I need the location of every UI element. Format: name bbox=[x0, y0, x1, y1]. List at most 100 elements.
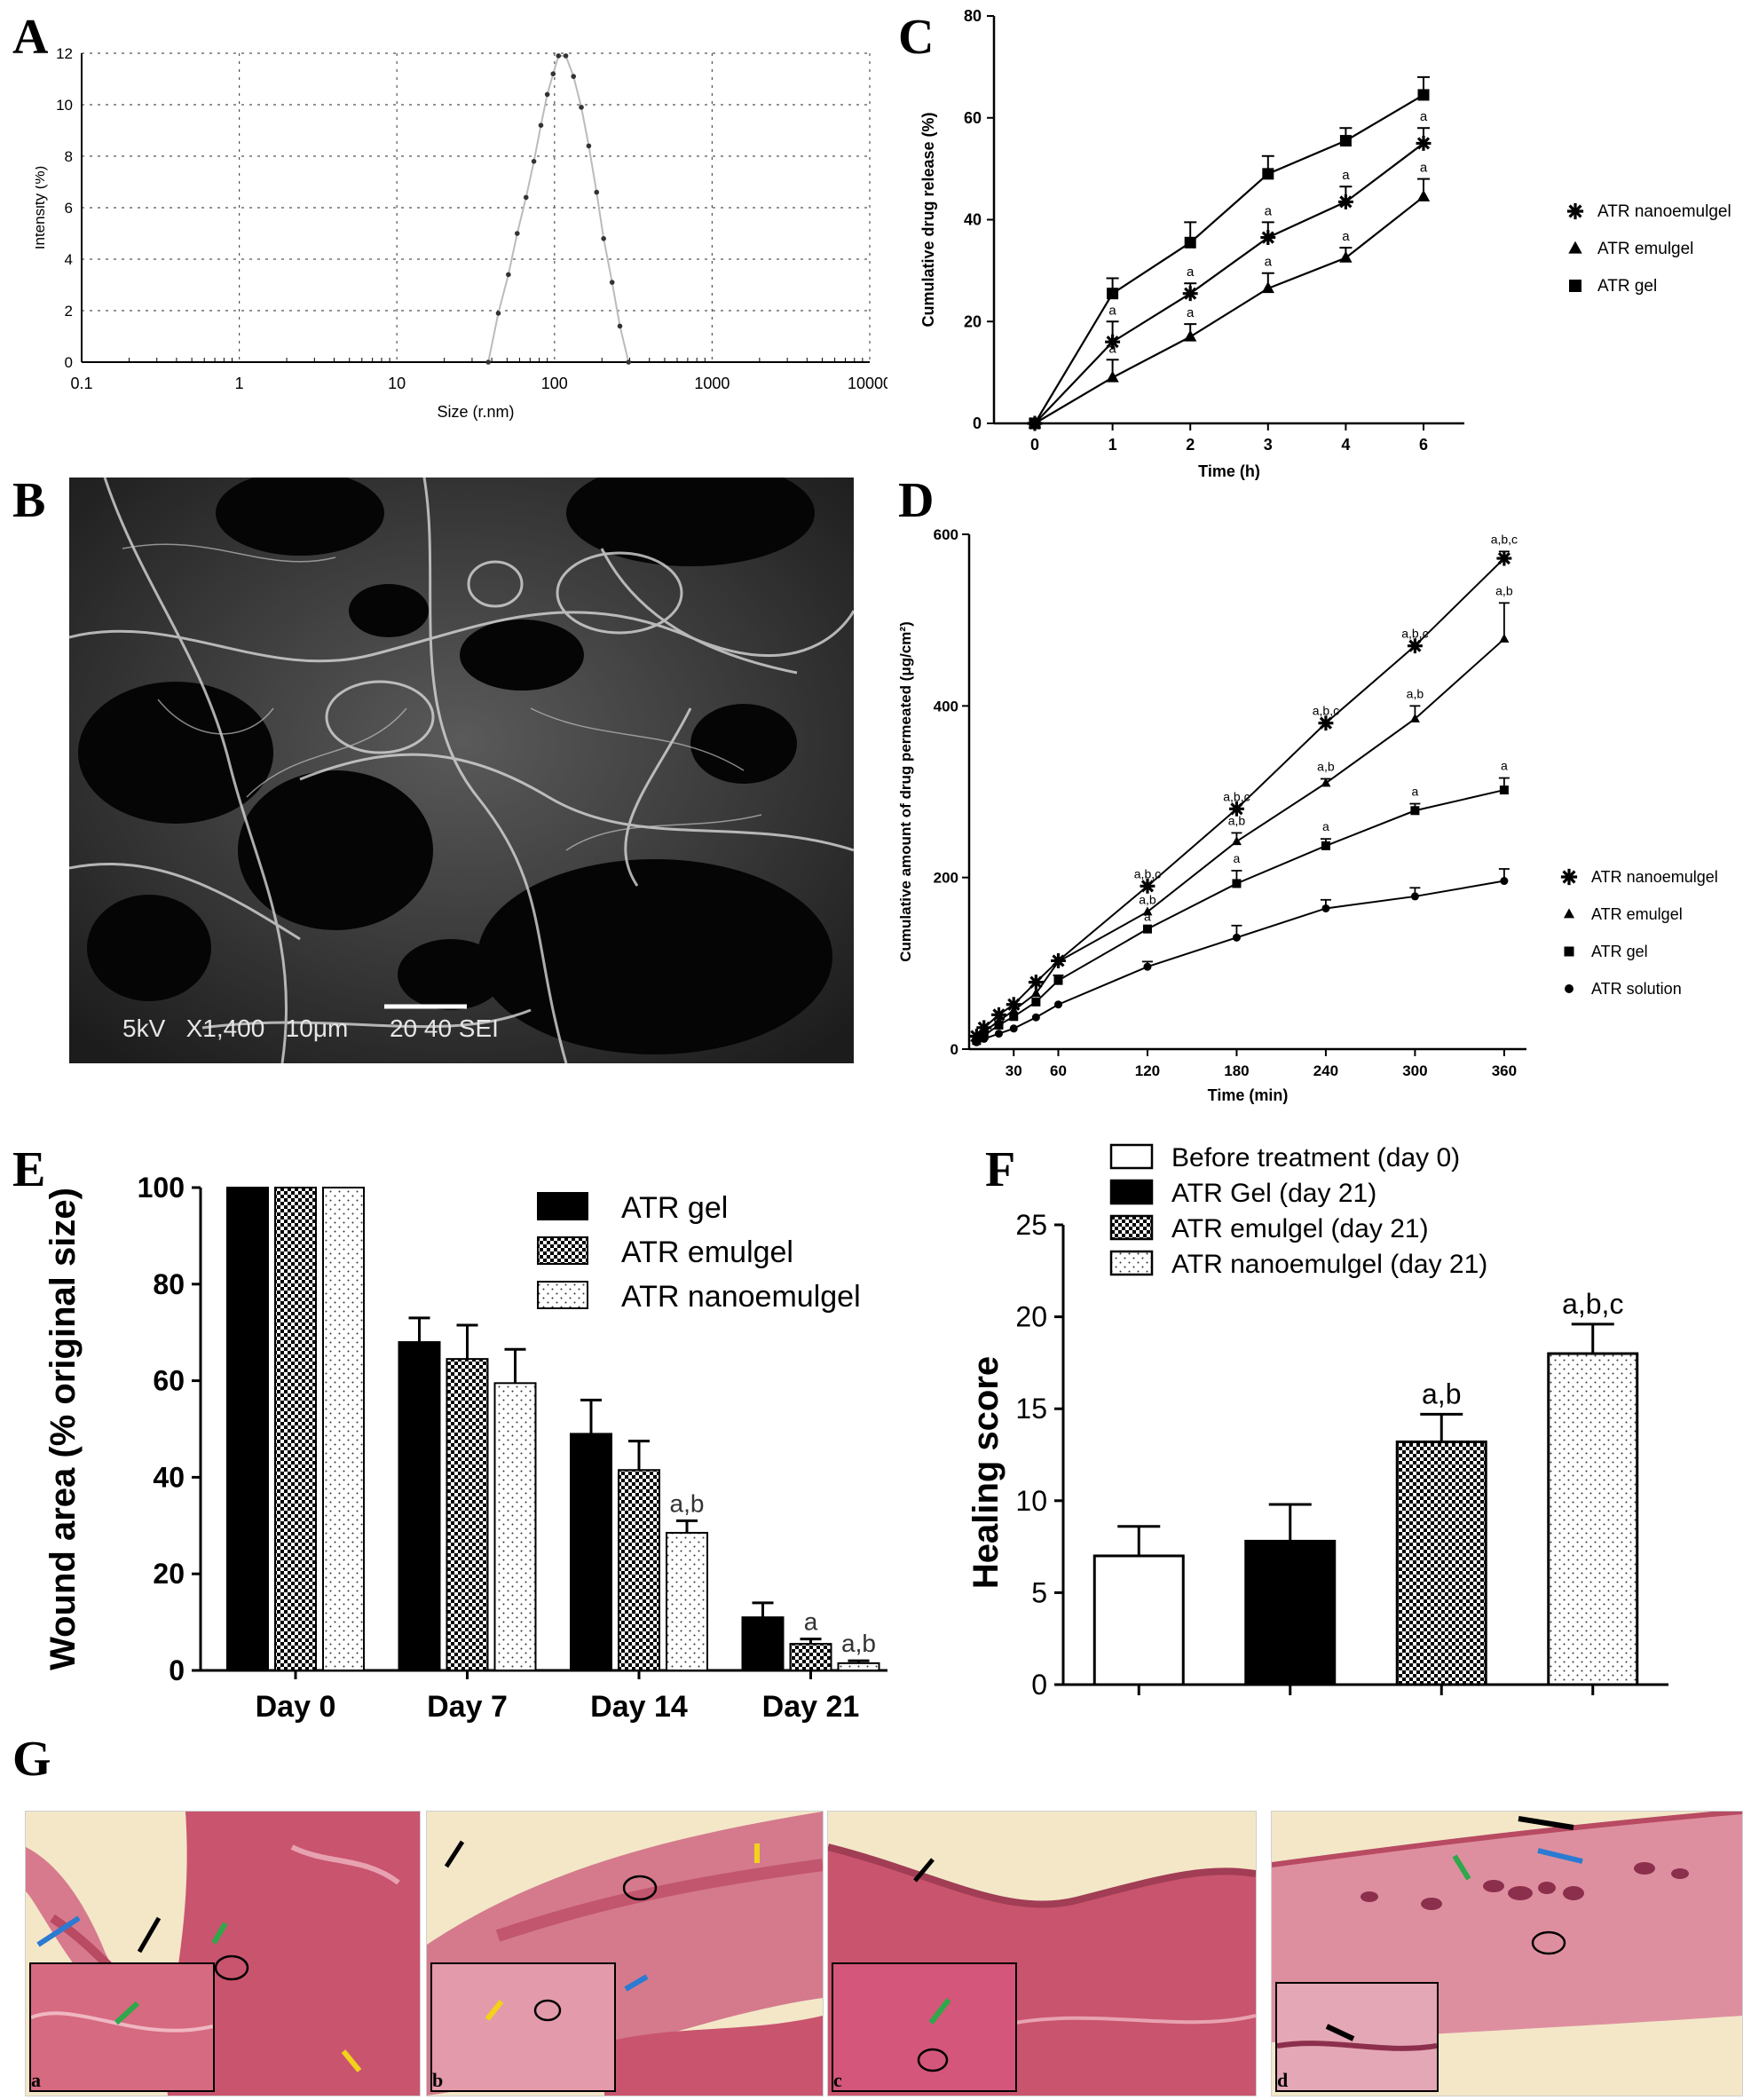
a-point bbox=[556, 53, 562, 59]
d-point-0 bbox=[1006, 997, 1021, 1013]
f-sig-label: a,b,c bbox=[1562, 1288, 1623, 1320]
a-point bbox=[485, 359, 491, 365]
e-ytick: 40 bbox=[153, 1461, 185, 1493]
c-xtick: 2 bbox=[1186, 436, 1195, 454]
c-point-0 bbox=[1182, 286, 1198, 302]
a-xtick: 1 bbox=[235, 375, 244, 392]
d-point-1 bbox=[1321, 778, 1331, 787]
f-ytick: 5 bbox=[1031, 1576, 1047, 1608]
d-sig-label: a bbox=[1501, 759, 1508, 773]
d-xtick: 120 bbox=[1135, 1062, 1160, 1079]
d-point-0 bbox=[991, 1007, 1006, 1022]
c-ytick: 0 bbox=[973, 414, 982, 432]
d-sig-label: a bbox=[1322, 819, 1329, 833]
c-line-0 bbox=[1034, 142, 1424, 424]
a-point bbox=[579, 105, 584, 110]
c-point-1 bbox=[1106, 370, 1119, 383]
panel-letter-e: E bbox=[12, 1142, 46, 1197]
c-point-2 bbox=[1339, 135, 1352, 147]
c-xtick: 1 bbox=[1108, 436, 1117, 454]
e-legend-swatch bbox=[537, 1192, 588, 1220]
e-ytick: 80 bbox=[153, 1268, 185, 1300]
e-bar-0 bbox=[226, 1187, 269, 1671]
d-sig-label: a,b bbox=[1139, 892, 1156, 906]
a-point bbox=[523, 194, 529, 201]
e-xtick: Day 14 bbox=[590, 1690, 688, 1724]
sem-texture: 5kV X1,400 10μm 20 40 SEI bbox=[69, 478, 854, 1063]
a-point bbox=[617, 323, 623, 329]
a-point bbox=[594, 189, 600, 195]
e-sig-label: a bbox=[804, 1608, 818, 1636]
f-ytick: 25 bbox=[1015, 1209, 1047, 1241]
histology-panel-d: d bbox=[1271, 1811, 1743, 2096]
d-point-0 bbox=[1228, 801, 1244, 817]
d-ytick: 600 bbox=[934, 526, 958, 543]
c-point-1 bbox=[1261, 281, 1274, 294]
d-point-3 bbox=[980, 1034, 989, 1043]
d-sig-label: a,b,c bbox=[1134, 866, 1161, 880]
f-ytick: 20 bbox=[1015, 1301, 1047, 1333]
d-point-2 bbox=[1142, 924, 1152, 934]
e-bar-2 bbox=[322, 1187, 365, 1671]
d-point-0 bbox=[1140, 878, 1156, 894]
a-xlabel: Size (r.nm) bbox=[437, 403, 514, 421]
d-legend-label: ATR gel bbox=[1591, 943, 1648, 960]
a-xtick: 10000 bbox=[848, 375, 887, 392]
c-point-2 bbox=[1262, 168, 1274, 180]
c-xtick: 4 bbox=[1341, 436, 1350, 454]
a-point bbox=[586, 143, 592, 149]
chart-d-permeation: 0 200 400 600 30 60 120 180 240 300 360 Time (min) C… bbox=[897, 526, 1718, 1104]
d-point-2 bbox=[1053, 975, 1063, 985]
panel-letter-b: B bbox=[12, 473, 46, 528]
e-legend-swatch bbox=[537, 1281, 588, 1309]
e-bar-1 bbox=[446, 1358, 489, 1671]
e-legend-label: ATR nanoemulgel bbox=[621, 1280, 861, 1314]
panel-letter-g: G bbox=[12, 1732, 51, 1787]
d-xtick: 30 bbox=[1006, 1062, 1022, 1079]
c-sig-label: a bbox=[1108, 341, 1116, 356]
c-point-2 bbox=[1184, 236, 1196, 249]
c-point-0 bbox=[1105, 334, 1121, 350]
d-sig-label: a bbox=[1412, 785, 1419, 799]
d-sig-label: a,b,c bbox=[1223, 789, 1250, 803]
e-bar-0 bbox=[570, 1433, 612, 1671]
d-point-0 bbox=[1318, 715, 1334, 731]
d-point-2 bbox=[1031, 997, 1041, 1007]
d-point-2 bbox=[1410, 806, 1420, 816]
f-legend-swatch bbox=[1109, 1214, 1154, 1241]
f-legend-swatch bbox=[1109, 1250, 1154, 1276]
a-ytick: 8 bbox=[65, 148, 73, 165]
c-ylabel: Cumulative drug release (%) bbox=[919, 112, 937, 327]
c-legend-label: ATR emulgel bbox=[1597, 240, 1693, 258]
histology-inset-c bbox=[832, 1962, 1017, 2092]
sem-fibers bbox=[69, 478, 854, 1063]
a-ytick: 6 bbox=[65, 200, 73, 217]
d-point-2 bbox=[994, 1020, 1004, 1030]
c-sig-label: a bbox=[1265, 203, 1273, 218]
d-ytick: 200 bbox=[934, 870, 958, 887]
d-point-1 bbox=[1231, 836, 1242, 846]
d-sig-label: a,b,c bbox=[1491, 532, 1518, 546]
f-bar-3 bbox=[1547, 1352, 1639, 1686]
d-legend-marker bbox=[1560, 868, 1578, 886]
d-point-1 bbox=[1053, 956, 1063, 966]
c-xtick: 0 bbox=[1030, 436, 1039, 454]
histology-inset-a bbox=[29, 1962, 215, 2092]
a-point bbox=[544, 91, 550, 98]
d-legend-marker bbox=[1565, 984, 1574, 993]
d-sig-label: a,b,c bbox=[1401, 627, 1428, 641]
c-xtick: 3 bbox=[1264, 436, 1273, 454]
f-legend-label: Before treatment (day 0) bbox=[1171, 1143, 1460, 1172]
c-ytick: 60 bbox=[964, 109, 982, 127]
c-ytick: 80 bbox=[964, 7, 982, 25]
a-point bbox=[495, 311, 501, 316]
histology-label-c: c bbox=[833, 2069, 842, 2091]
d-point-3 bbox=[1500, 877, 1509, 886]
c-legend-label: ATR gel bbox=[1597, 277, 1657, 296]
d-point-1 bbox=[1142, 906, 1153, 916]
c-point-1 bbox=[1416, 189, 1431, 201]
d-point-3 bbox=[972, 1038, 981, 1046]
e-legend-swatch bbox=[537, 1236, 588, 1265]
d-point-2 bbox=[1009, 1012, 1019, 1022]
c-sig-label: a bbox=[1108, 303, 1116, 318]
